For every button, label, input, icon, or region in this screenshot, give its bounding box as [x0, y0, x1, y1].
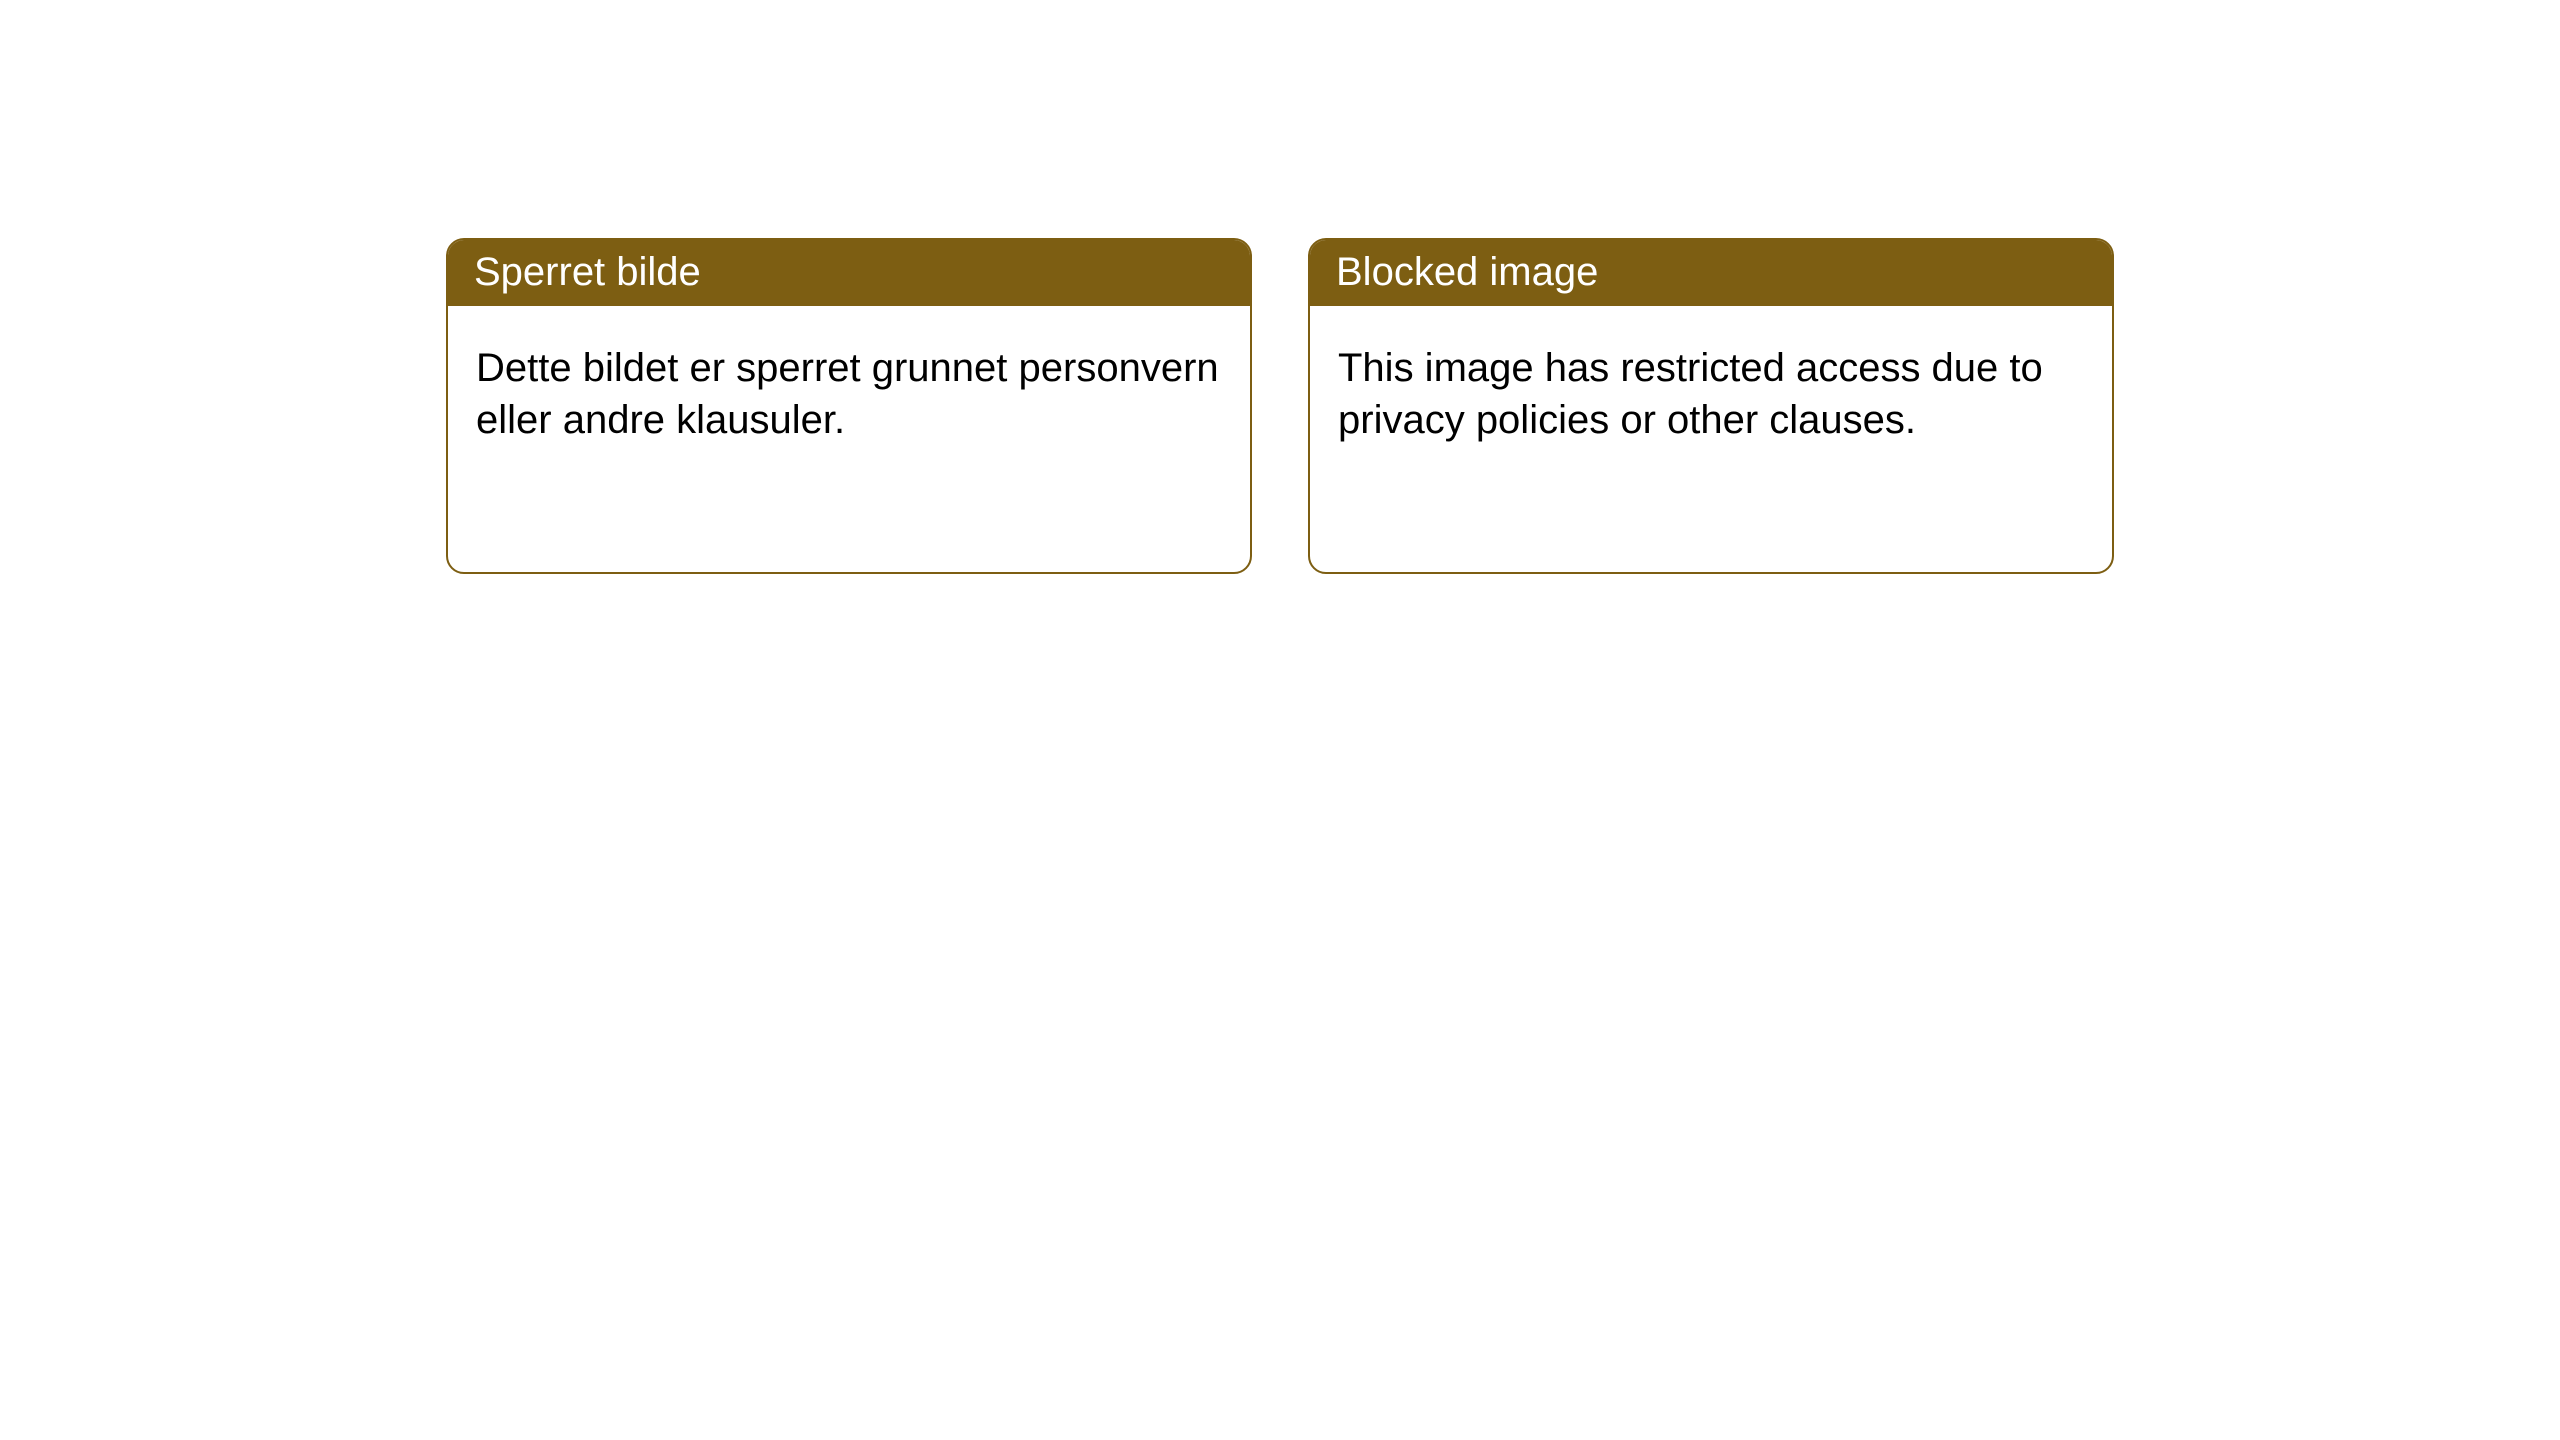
card-body: Dette bildet er sperret grunnet personve…	[448, 306, 1250, 474]
notice-cards-container: Sperret bilde Dette bildet er sperret gr…	[0, 0, 2560, 574]
card-title: Sperret bilde	[474, 250, 701, 294]
notice-card-english: Blocked image This image has restricted …	[1308, 238, 2114, 574]
card-title: Blocked image	[1336, 250, 1598, 294]
card-body-text: This image has restricted access due to …	[1338, 346, 2043, 442]
notice-card-norwegian: Sperret bilde Dette bildet er sperret gr…	[446, 238, 1252, 574]
card-header: Sperret bilde	[448, 240, 1250, 306]
card-body: This image has restricted access due to …	[1310, 306, 2112, 474]
card-body-text: Dette bildet er sperret grunnet personve…	[476, 346, 1219, 442]
card-header: Blocked image	[1310, 240, 2112, 306]
